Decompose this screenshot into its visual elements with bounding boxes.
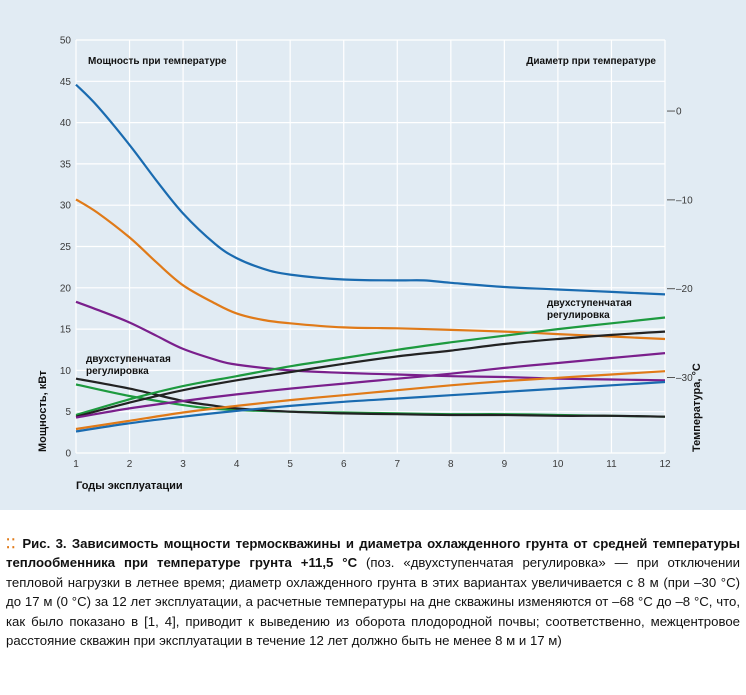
y-right-tick-label: 0: [676, 107, 682, 118]
series-line-9: [75, 370, 666, 431]
y-left-tick-label: 0: [65, 449, 71, 460]
x-axis-title: Годы эксплуатации: [76, 480, 183, 492]
y-right-tick-label: –20: [676, 284, 693, 295]
figure-caption: ⁚⁚ Рис. 3. Зависимость мощности термосква…: [6, 534, 740, 650]
y-left-tick-label: 40: [60, 118, 72, 129]
series-line-6: [75, 316, 666, 417]
caption-marker-icon: ⁚⁚: [6, 536, 17, 551]
x-tick-label: 10: [552, 459, 564, 470]
series-line-5: [75, 377, 666, 418]
x-tick-label: 11: [606, 459, 617, 470]
x-tick-label: 7: [394, 459, 400, 470]
two-stage-left-line2: регулировка: [86, 366, 149, 377]
series-lines: [75, 83, 666, 433]
figure-label: Рис. 3.: [22, 536, 67, 551]
two-stage-left-line1: двухступенчатая: [86, 354, 171, 365]
y-axis-left-ticks: 0 5 10 15 20 25 30 35 40 45 50: [60, 36, 72, 460]
y-left-tick-label: 25: [60, 242, 72, 253]
y-left-tick-label: 15: [60, 325, 72, 336]
y-axis-left-title: Мощность, кВт: [37, 370, 49, 452]
y-left-tick-label: 5: [65, 407, 71, 418]
series-line-8: [75, 352, 666, 419]
series-line-1: [75, 83, 666, 296]
x-tick-label: 9: [502, 459, 508, 470]
x-tick-label: 4: [234, 459, 240, 470]
y-axis-right-ticks: –30 –20 –10 0: [667, 107, 693, 384]
x-tick-label: 6: [341, 459, 347, 470]
y-left-tick-label: 30: [60, 201, 72, 212]
y-right-tick-label: –30: [676, 373, 693, 384]
chart-panel: 1 2 3 4 5 6 7 8 9 10 11 12 0 5 10 15 20 25 30 35 40 45 50 –30…: [0, 0, 746, 510]
caption-body: (поз. «двухступенчатая регулировка» — пр…: [6, 555, 740, 649]
x-tick-label: 5: [287, 459, 293, 470]
x-axis-ticks: 1 2 3 4 5 6 7 8 9 10 11 12: [73, 459, 671, 470]
grid: [75, 39, 666, 454]
x-tick-label: 2: [127, 459, 133, 470]
power-header: Мощность при температуре: [88, 56, 227, 67]
x-tick-label: 8: [448, 459, 454, 470]
x-tick-label: 3: [180, 459, 186, 470]
diameter-header: Диаметр при температуре: [526, 56, 656, 67]
y-axis-right-title: Температура, °С: [691, 363, 703, 452]
y-right-tick-label: –10: [676, 195, 693, 206]
x-tick-label: 12: [659, 459, 671, 470]
series-line-10: [75, 380, 666, 433]
y-left-tick-label: 45: [60, 77, 72, 88]
two-stage-right-line1: двухступенчатая: [547, 298, 632, 309]
y-left-tick-label: 20: [60, 283, 72, 294]
caption-title: Зависимость мощности термоскважины и диа…: [6, 536, 740, 571]
two-stage-right-line2: регулировка: [547, 310, 610, 321]
y-left-tick-label: 35: [60, 159, 72, 170]
x-tick-label: 1: [73, 459, 79, 470]
series-line-7: [75, 330, 666, 418]
y-left-tick-label: 50: [60, 36, 72, 47]
y-left-tick-label: 10: [60, 366, 72, 377]
